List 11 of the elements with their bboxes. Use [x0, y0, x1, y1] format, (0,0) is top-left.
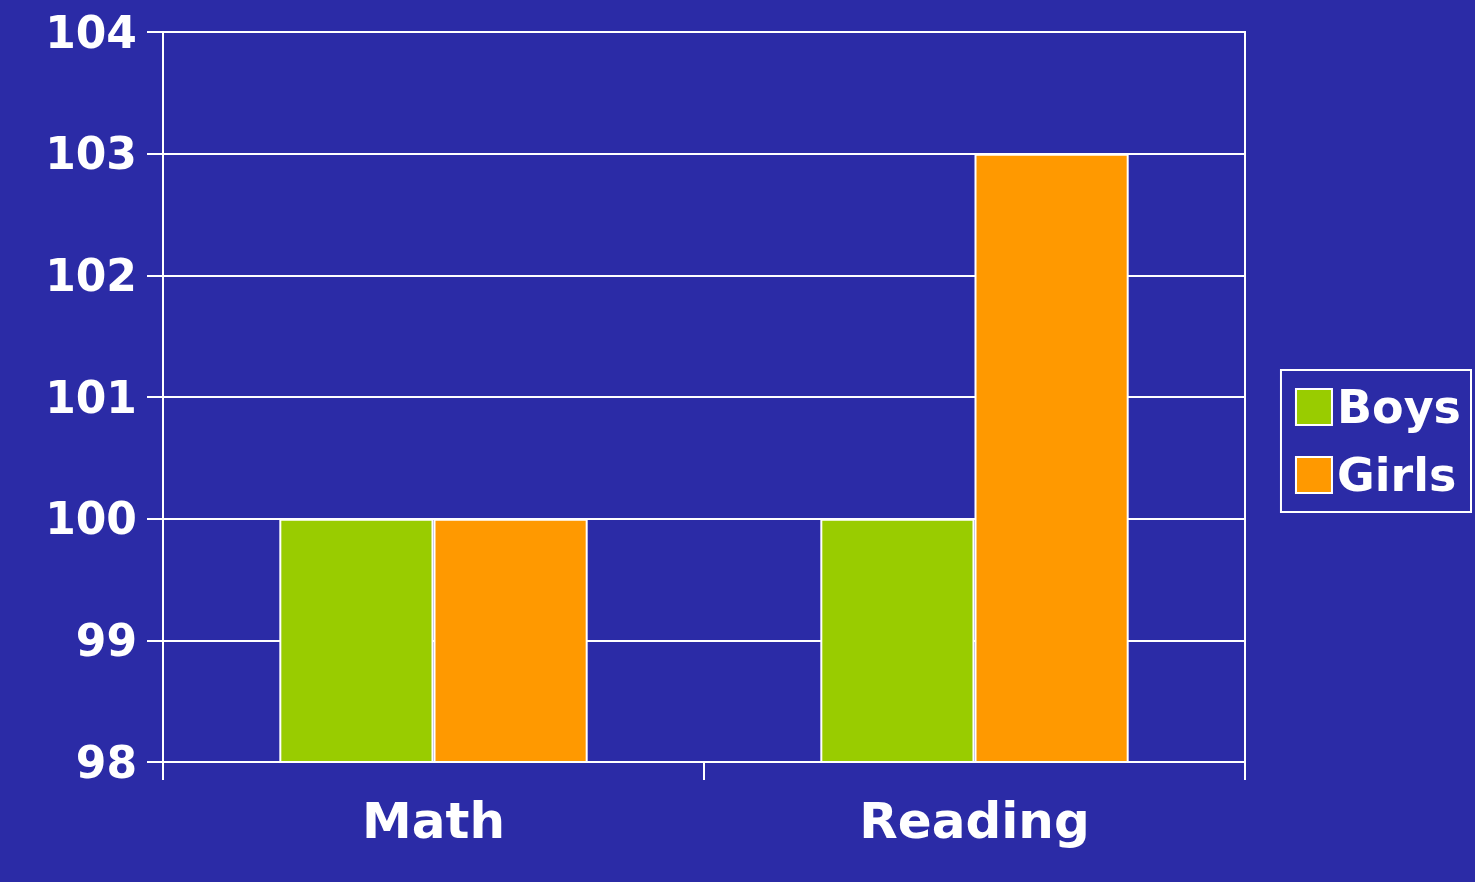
- y-tick-label: 102: [45, 249, 137, 301]
- x-tick-label: Reading: [859, 792, 1090, 850]
- y-tick-label: 100: [45, 493, 137, 545]
- y-tick-label: 99: [75, 614, 137, 666]
- x-tick-label: Math: [362, 792, 505, 850]
- y-tick-label: 98: [75, 736, 137, 788]
- y-tick-label: 103: [45, 128, 137, 180]
- y-tick-label: 104: [45, 6, 137, 58]
- legend-label: Girls: [1336, 448, 1457, 502]
- legend-label: Boys: [1336, 380, 1461, 434]
- y-tick-label: 101: [45, 371, 137, 423]
